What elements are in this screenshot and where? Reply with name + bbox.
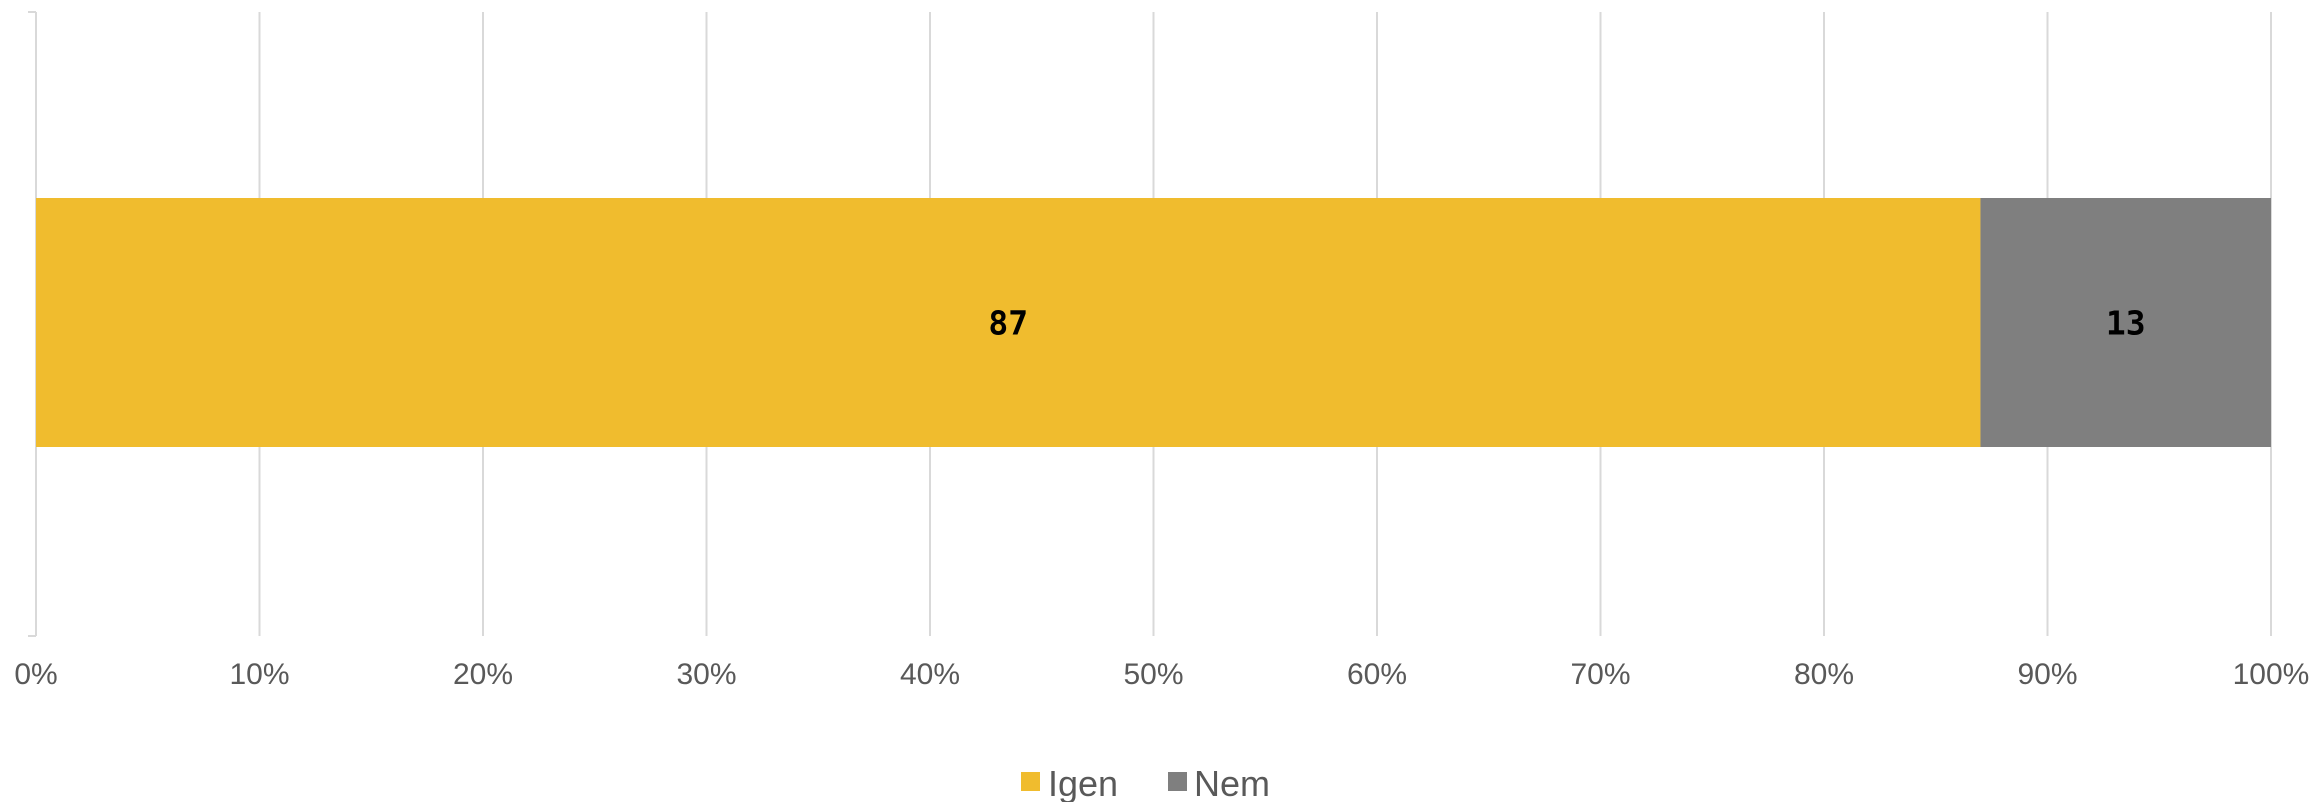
- bar-nem: [1980, 198, 2271, 447]
- bars: [36, 198, 2271, 447]
- data-labels: 87 13: [988, 304, 2145, 343]
- legend-swatch-nem: [1168, 772, 1187, 791]
- x-axis-tick-labels: 0% 10% 20% 30% 40% 50% 60% 70% 80% 90% 100%: [14, 658, 2309, 691]
- x-tick-label: 40%: [900, 658, 960, 691]
- x-tick-label: 30%: [676, 658, 736, 691]
- x-tick-label: 80%: [1794, 658, 1854, 691]
- x-tick-label: 50%: [1123, 658, 1183, 691]
- legend-label-igen: Igen: [1048, 763, 1118, 802]
- x-tick-label: 0%: [14, 658, 57, 691]
- data-label-igen: 87: [988, 304, 1028, 343]
- x-tick-label: 20%: [453, 658, 513, 691]
- x-tick-label: 60%: [1347, 658, 1407, 691]
- x-tick-label: 70%: [1570, 658, 1630, 691]
- x-tick-label: 10%: [229, 658, 289, 691]
- x-tick-label: 90%: [2017, 658, 2077, 691]
- legend-swatch-igen: [1021, 772, 1040, 791]
- bar-igen: [36, 198, 1981, 447]
- data-label-nem: 13: [2106, 304, 2146, 343]
- legend: Igen Nem: [1021, 763, 1270, 802]
- x-tick-label: 100%: [2233, 658, 2310, 691]
- legend-label-nem: Nem: [1194, 763, 1270, 802]
